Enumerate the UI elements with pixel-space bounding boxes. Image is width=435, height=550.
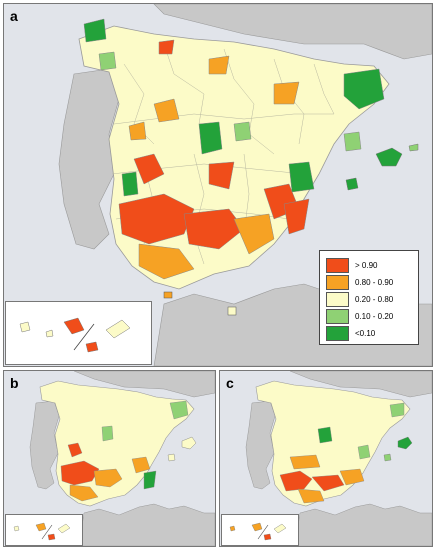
low-patches xyxy=(83,18,385,197)
map-a-svg xyxy=(58,4,432,366)
map-panel-c: c xyxy=(219,370,433,547)
balearic-mallorca xyxy=(397,436,413,450)
balearic-ibiza xyxy=(383,453,392,462)
legend-swatch xyxy=(326,326,349,341)
canary-inset-b xyxy=(5,514,83,546)
legend-label: <0.10 xyxy=(355,329,376,338)
france-region xyxy=(153,4,432,60)
panel-label-a: a xyxy=(10,8,18,24)
africa-region xyxy=(294,503,432,546)
panel-label-c: c xyxy=(226,375,234,391)
balearic-mallorca xyxy=(181,436,197,450)
legend-row: <0.10 xyxy=(326,325,412,342)
map-b-svg xyxy=(29,371,215,546)
portugal-region xyxy=(58,68,120,250)
africa-region xyxy=(78,503,215,546)
legend: > 0.90 0.80 - 0.90 0.20 - 0.80 0.10 - 0.… xyxy=(319,250,419,345)
legend-label: 0.20 - 0.80 xyxy=(355,295,394,304)
canary-c-svg xyxy=(229,522,287,541)
spain-mainland xyxy=(39,380,195,507)
legend-label: 0.80 - 0.90 xyxy=(355,278,394,287)
low-patches xyxy=(317,402,405,460)
legend-swatch xyxy=(326,275,349,290)
legend-row: 0.10 - 0.20 xyxy=(326,308,412,325)
highlight-patches xyxy=(60,442,151,502)
low-patches xyxy=(101,400,189,490)
france-region xyxy=(73,371,215,398)
legend-label: > 0.90 xyxy=(355,261,378,270)
canary-inset-a xyxy=(5,301,152,365)
balearic-ibiza xyxy=(167,453,176,462)
legend-label: 0.10 - 0.20 xyxy=(355,312,394,321)
melilla xyxy=(227,306,237,316)
legend-row: 0.80 - 0.90 xyxy=(326,274,412,291)
legend-row: > 0.90 xyxy=(326,257,412,274)
portugal-region xyxy=(29,400,60,490)
canary-inset-c xyxy=(221,514,299,546)
highlight-patches xyxy=(279,454,365,504)
legend-swatch xyxy=(326,309,349,324)
highlight-patches xyxy=(118,39,310,280)
map-c-svg xyxy=(245,371,432,546)
balearic-mallorca xyxy=(375,147,403,167)
ceuta xyxy=(163,291,173,299)
map-panel-b: b xyxy=(3,370,216,547)
legend-swatch xyxy=(326,258,349,273)
map-panel-a: a > 0.90 0.80 - 0.90 xyxy=(3,3,433,367)
canary-b-svg xyxy=(13,522,71,541)
balearic-ibiza xyxy=(345,177,359,191)
france-region xyxy=(289,371,432,398)
balearic-menorca xyxy=(408,143,419,152)
panel-label-b: b xyxy=(10,375,19,391)
canary-a-svg xyxy=(19,317,131,353)
portugal-region xyxy=(245,400,276,490)
legend-swatch xyxy=(326,292,349,307)
legend-row: 0.20 - 0.80 xyxy=(326,291,412,308)
